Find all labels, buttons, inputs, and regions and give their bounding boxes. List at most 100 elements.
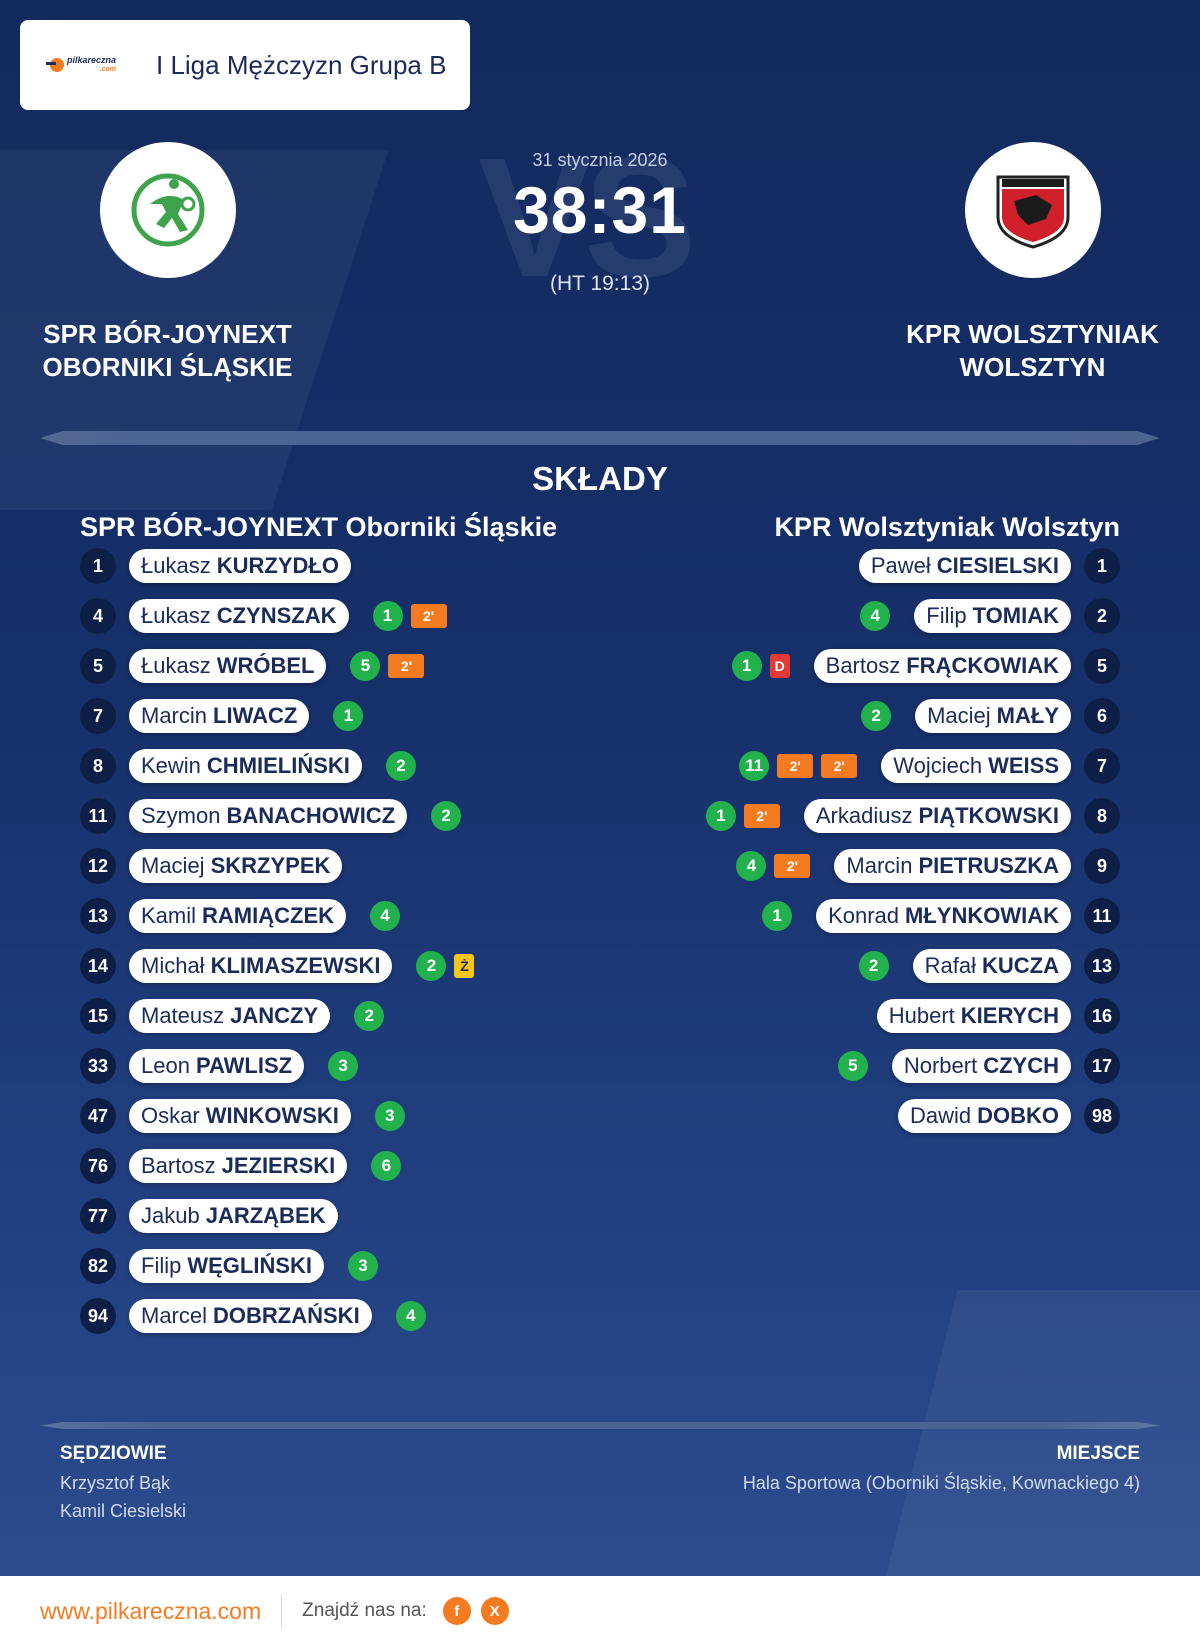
two-minute-badge: 2'	[777, 754, 814, 778]
player-name-pill[interactable]: Maciej SKRZYPEK	[129, 849, 343, 883]
divider	[40, 431, 1160, 445]
goals-badge: 2	[416, 951, 447, 981]
player-row: 15 Mateusz JANCZY 2	[80, 998, 385, 1034]
player-name-pill[interactable]: Bartosz FRĄCKOWIAK	[813, 649, 1071, 683]
player-number: 8	[1084, 798, 1120, 834]
player-first-name: Leon	[141, 1053, 190, 1078]
player-last-name: DOBRZAŃSKI	[213, 1303, 360, 1328]
player-name-pill[interactable]: Marcin PIETRUSZKA	[834, 849, 1071, 883]
player-name-pill[interactable]: Filip WĘGLIŃSKI	[129, 1249, 325, 1283]
player-row: 76 Bartosz JEZIERSKI 6	[80, 1148, 402, 1184]
venue-label: MIEJSCE	[1056, 1443, 1140, 1464]
pilkareczna-logo[interactable]: pilkareczna .com	[46, 56, 140, 74]
player-name-pill[interactable]: Łukasz WRÓBEL	[129, 649, 327, 683]
player-name-pill[interactable]: Oskar WINKOWSKI	[129, 1099, 351, 1133]
player-name-pill[interactable]: Kewin CHMIELIŃSKI	[129, 749, 362, 783]
player-first-name: Rafał	[924, 953, 976, 978]
site-link[interactable]: www.pilkareczna.com	[40, 1597, 262, 1624]
player-name-pill[interactable]: Konrad MŁYNKOWIAK	[816, 899, 1071, 933]
player-row: Dawid DOBKO 98	[897, 1098, 1120, 1134]
player-last-name: PIĄTKOWSKI	[918, 803, 1059, 828]
squads-title: SKŁADY	[532, 460, 668, 497]
player-number: 8	[80, 748, 116, 784]
player-name-pill[interactable]: Mateusz JANCZY	[129, 999, 331, 1033]
player-last-name: KUCZA	[982, 953, 1059, 978]
player-name-pill[interactable]: Arkadiusz PIĄTKOWSKI	[803, 799, 1071, 833]
find-us-label: Znajdź nas na:	[302, 1600, 427, 1621]
player-row: 33 Leon PAWLISZ 3	[80, 1048, 359, 1084]
player-name-pill[interactable]: Bartosz JEZIERSKI	[129, 1149, 348, 1183]
league-name: I Liga Mężczyzn Grupa B	[156, 49, 447, 80]
x-icon[interactable]: X	[480, 1597, 509, 1625]
player-name-pill[interactable]: Łukasz KURZYDŁO	[129, 549, 351, 583]
player-last-name: WEISS	[988, 753, 1059, 778]
player-row: 13 Kamil RAMIĄCZEK 4	[80, 898, 401, 934]
player-name-pill[interactable]: Norbert CZYCH	[891, 1049, 1071, 1083]
player-row: 8 Kewin CHMIELIŃSKI 2	[80, 748, 416, 784]
facebook-icon[interactable]: f	[442, 1597, 471, 1625]
venue-name: Hala Sportowa (Oborniki Śląskie, Kownack…	[742, 1473, 1140, 1493]
player-row: 1 2' Arkadiusz PIĄTKOWSKI 8	[705, 798, 1120, 834]
goals-badge: 2	[858, 951, 889, 981]
player-row: 11 Szymon BANACHOWICZ 2	[80, 798, 462, 834]
goals-badge: 1	[333, 701, 364, 731]
player-name-pill[interactable]: Paweł CIESIELSKI	[858, 549, 1071, 583]
player-name-pill[interactable]: Marcel DOBRZAŃSKI	[129, 1299, 372, 1333]
player-name-pill[interactable]: Rafał KUCZA	[912, 949, 1071, 983]
player-name-pill[interactable]: Maciej MAŁY	[915, 699, 1071, 733]
away-team-logo	[965, 142, 1101, 278]
player-row: 4 Łukasz CZYNSZAK 1 2'	[80, 598, 447, 634]
goals-badge: 4	[860, 601, 891, 631]
two-minute-badge: 2'	[774, 854, 811, 878]
player-name-pill[interactable]: Filip TOMIAK	[914, 599, 1071, 633]
goals-badge: 1	[731, 651, 762, 681]
goals-badge: 3	[328, 1051, 359, 1081]
player-number: 2	[1084, 598, 1120, 634]
player-name-pill[interactable]: Hubert KIERYCH	[876, 999, 1071, 1033]
player-row: Paweł CIESIELSKI 1	[858, 548, 1120, 584]
player-name-pill[interactable]: Łukasz CZYNSZAK	[129, 599, 349, 633]
player-name-pill[interactable]: Jakub JARZĄBEK	[129, 1199, 338, 1233]
player-last-name: WINKOWSKI	[205, 1103, 339, 1128]
player-number: 94	[80, 1298, 116, 1334]
player-number: 13	[80, 898, 116, 934]
handball-player-icon	[131, 173, 205, 247]
player-first-name: Marcel	[141, 1303, 208, 1328]
player-number: 5	[80, 648, 116, 684]
player-name-pill[interactable]: Marcin LIWACZ	[129, 699, 310, 733]
player-number: 77	[80, 1198, 116, 1234]
goals-badge: 1	[762, 901, 793, 931]
player-number: 7	[80, 698, 116, 734]
goals-badge: 2	[354, 1001, 385, 1031]
player-last-name: PIETRUSZKA	[918, 853, 1059, 878]
player-last-name: LIWACZ	[213, 703, 298, 728]
player-number: 47	[80, 1098, 116, 1134]
goals-badge: 2	[431, 801, 462, 831]
player-first-name: Konrad	[828, 903, 900, 928]
vs-watermark: VS	[478, 123, 697, 313]
halftime-score: (HT 19:13)	[550, 272, 650, 295]
league-header: pilkareczna .com I Liga Mężczyzn Grupa B	[20, 20, 470, 110]
footer: www.pilkareczna.com Znajdź nas na: f X	[0, 1576, 1200, 1646]
home-team-name: SPR BÓR-JOYNEXT OBORNIKI ŚLĄSKIE	[42, 319, 293, 382]
player-last-name: CZYNSZAK	[216, 603, 337, 628]
player-first-name: Marcin	[846, 853, 913, 878]
player-first-name: Michał	[141, 953, 205, 978]
player-first-name: Kewin	[141, 753, 201, 778]
player-name-pill[interactable]: Kamil RAMIĄCZEK	[129, 899, 347, 933]
red-card-badge: D	[769, 654, 790, 678]
player-row: 14 Michał KLIMASZEWSKI 2 Ż	[80, 948, 475, 984]
player-name-pill[interactable]: Leon PAWLISZ	[129, 1049, 305, 1083]
player-number: 11	[80, 798, 116, 834]
player-row: 4 Filip TOMIAK 2	[860, 598, 1120, 634]
player-number: 14	[80, 948, 116, 984]
player-name-pill[interactable]: Wojciech WEISS	[881, 749, 1071, 783]
player-name-pill[interactable]: Dawid DOBKO	[897, 1099, 1071, 1133]
player-row: 5 Łukasz WRÓBEL 5 2'	[80, 648, 425, 684]
ball-icon	[46, 58, 64, 72]
player-name-pill[interactable]: Michał KLIMASZEWSKI	[129, 949, 393, 983]
player-number: 76	[80, 1148, 116, 1184]
background-shape	[882, 1290, 1200, 1576]
player-name-pill[interactable]: Szymon BANACHOWICZ	[129, 799, 408, 833]
player-last-name: MAŁY	[996, 703, 1059, 728]
